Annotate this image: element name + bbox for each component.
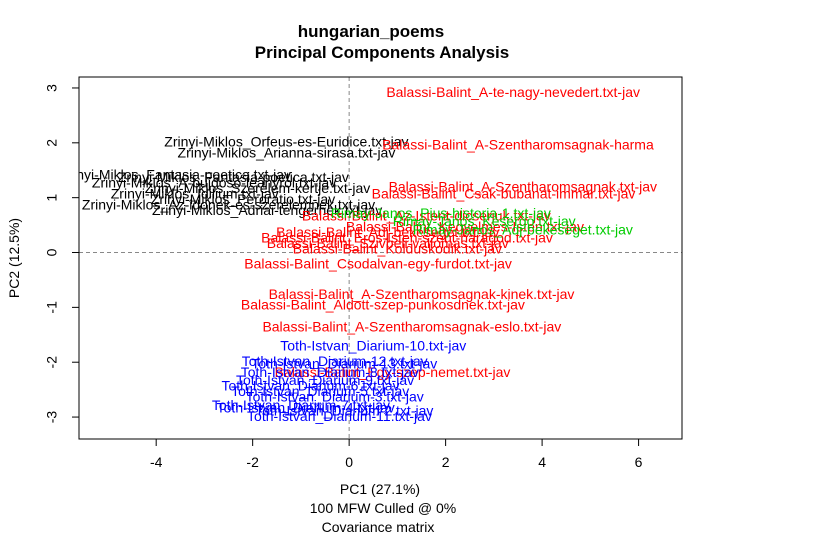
chart-subtitle: Principal Components Analysis	[255, 43, 509, 62]
point-label: Zrinyi-Miklos_Fantasia-poetica.txt-jav	[118, 169, 349, 185]
caption-line-2: Covariance matrix	[322, 519, 435, 535]
x-tick-label: -4	[150, 454, 163, 470]
point-label: Toth-Istvan_Diarium-12.txt-jav	[242, 353, 428, 369]
point-label: Toth-Istvan_Diarium-2.txt-jav	[255, 402, 433, 418]
point-label: Zrinyi-Miklos_Fantasia-poetica.txt-jav	[60, 166, 291, 182]
point-label: Toth-Istvan_Diarium-10.txt-jav	[280, 338, 466, 354]
point-label: Rimay-Janos_Adj-bekeseget.txt-jav	[413, 221, 633, 237]
point-label: Balassi-Balint_Csodalvan-egy-furdot.txt-…	[244, 255, 512, 271]
point-label: Balassi-Balint_Egy-szep-nemet.txt-jav	[275, 364, 511, 380]
y-tick-label: 1	[44, 194, 60, 202]
point-labels: Zrinyi-Miklos_Orfeus-es-Euridice.txt-jav…	[60, 84, 657, 424]
y-axis-label: PC2 (12.5%)	[6, 218, 22, 298]
point-label: Zrinyi-Miklos_Peroratio.txt-jav	[151, 191, 335, 207]
point-label: Balassi-Balint_Adj-bekeseget.txt-jav	[276, 224, 499, 240]
point-label: Balassi-Balint_A-te-nagy-nevedert.txt-ja…	[386, 84, 640, 100]
point-label: Rimay-Janos_Pius-historia-1.txt-jav	[331, 205, 551, 221]
x-tick-label: 6	[635, 454, 643, 470]
point-label: Toth-Istvan_Diarium-7.txt-jav	[212, 397, 390, 413]
point-label: Balassi-Balint_Kolduskodik.txt-jav	[293, 240, 502, 256]
point-label: Toth-Istvan_Diarium-6.txt-jav	[221, 378, 399, 394]
plot-area: Zrinyi-Miklos_Orfeus-es-Euridice.txt-jav…	[60, 77, 682, 439]
point-label: Toth-Istvan_Diarium-5.txt-jav	[231, 383, 409, 399]
point-label: Toth-Istvan_Diarium-3.txt-jav	[246, 389, 424, 405]
point-label: Zrinyi-Miklos_Orfeus-es-Euridice.txt-jav	[164, 134, 408, 150]
x-tick-label: -2	[246, 454, 259, 470]
x-tick-label: 4	[538, 454, 546, 470]
y-tick-label: -1	[44, 301, 60, 314]
point-label: Balassi-Balint_A-Szentharomsagnak.txt-ja…	[389, 178, 657, 194]
point-label: Zrinyi-Miklos_A-bujdoso-leanyrol.txt-jav	[92, 175, 336, 191]
point-label: Balassi-Balint_Az-Istent-dicserjuk.txt-j…	[302, 208, 551, 224]
x-axis: -4 -2 0 2 4 6	[150, 438, 643, 470]
point-label: Toth-Istvan_Diarium-8.txt-jav	[241, 364, 419, 380]
point-label: Balassi-Balint_Eros-Isten-szent-haragod.…	[261, 230, 553, 246]
point-label: Balassi-Balint_A-Szentharomsagnak-eslo.t…	[262, 318, 561, 334]
point-label: Zrinyi-Miklos_Szerelem-kertje.txt-jav	[145, 180, 371, 196]
y-tick-label: 3	[44, 84, 60, 92]
y-tick-label: 0	[44, 248, 60, 256]
x-axis-label: PC1 (27.1%)	[340, 481, 420, 497]
point-label: Balassi-Balint_Aldott-szep-punkosdnek.tx…	[241, 296, 525, 312]
point-label: Toth-Istvan_Diarium-13.txt-jav	[251, 356, 437, 372]
point-label: Zrinyi-Miklos_Idilium.txt-jav	[111, 186, 279, 202]
caption-line-1: 100 MFW Culled @ 0%	[310, 500, 456, 516]
point-label: Zrinyi-Miklos_Adriai-tengernek.txt-jav	[152, 202, 382, 218]
chart-title: hungarian_poems	[298, 22, 444, 41]
point-label: Balassi-Balint_Csak-bubanat-immar.txt-ja…	[372, 186, 636, 202]
point-label: Balassi-Balint_Kegyelmes-Isten.txt-jav	[346, 219, 584, 235]
point-label: Balassi-Balint_A-Szentharomsagnak-kinek.…	[269, 286, 575, 302]
y-axis: -3 -2 -1 0 1 2 3	[44, 84, 80, 424]
point-label: Zrinyi-Miklos_Az-idonek-es-szerelemnek.t…	[82, 197, 375, 213]
point-label: Balassi-Balint_Szivbeli-vallomas.txt-jav	[267, 235, 509, 251]
y-tick-label: -2	[44, 356, 60, 369]
point-label: Toth-Istvan_Diarium-4.txt-jav	[217, 400, 395, 416]
point-label: Rimay-Janos_Kesergo.txt-jav	[393, 213, 576, 229]
y-tick-label: 2	[44, 139, 60, 147]
point-label: Zrinyi-Miklos_Arianna-sirasa.txt-jav	[178, 144, 396, 160]
x-tick-label: 2	[442, 454, 450, 470]
point-label: Toth-Istvan_Diarium-11.txt-jav	[247, 408, 432, 424]
reference-lines	[79, 77, 682, 439]
y-tick-label: -3	[44, 411, 60, 424]
x-tick-label: 0	[345, 454, 353, 470]
point-label: Toth-Istvan_Diarium-9.txt-jav	[236, 372, 414, 388]
point-label: Balassi-Balint_A-Szentharomsagnak-harma	[382, 136, 654, 152]
